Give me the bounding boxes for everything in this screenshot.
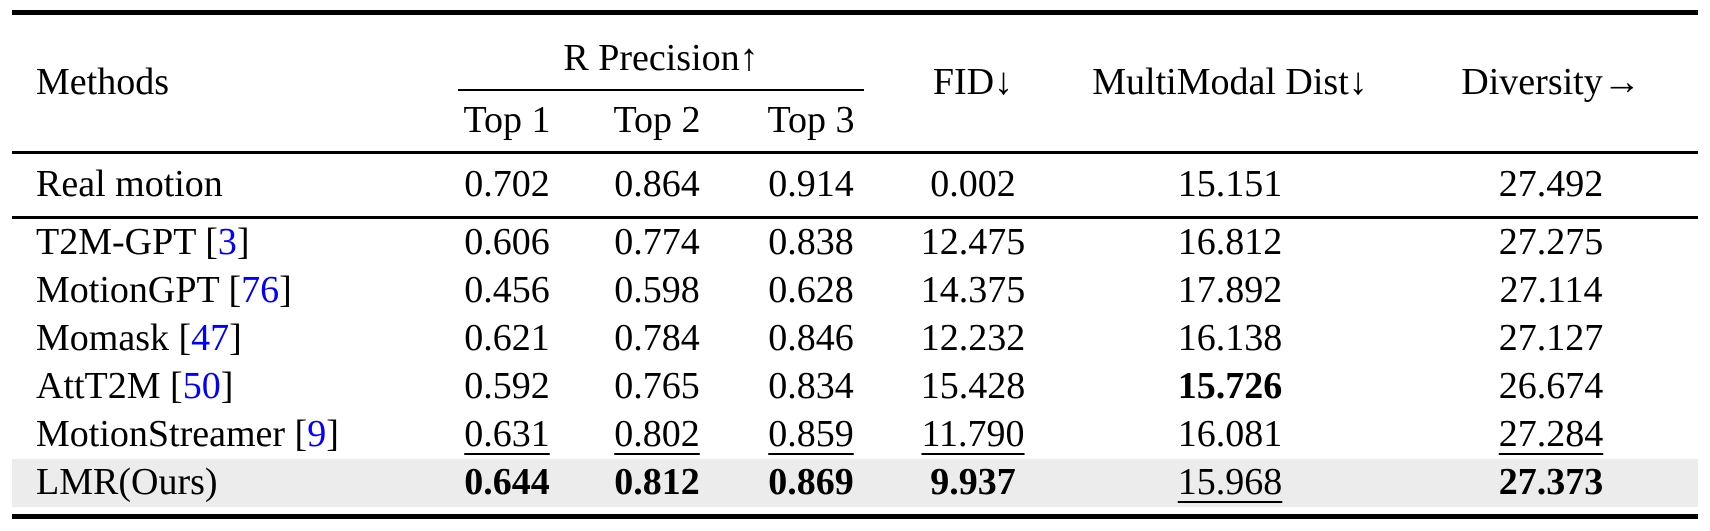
value-cell: 0.621	[464, 317, 550, 360]
header-row-2: Top 1 Top 2 Top 3	[12, 91, 1698, 154]
value-cell: 16.081	[1177, 413, 1283, 456]
value-cell: 14.375	[920, 269, 1026, 312]
value-cell: 9.937	[890, 459, 1057, 507]
row-t2m-gpt: T2M-GPT [3] 0.606 0.774 0.838 12.475 16.…	[12, 218, 1698, 268]
col-header-multimodal-dist: MultiModal Dist↓	[1056, 15, 1405, 154]
row-momask: Momask [47] 0.621 0.784 0.846 12.232 16.…	[12, 315, 1698, 363]
col-header-r-precision: R Precision↑	[432, 15, 890, 91]
value-cell: 0.834	[768, 365, 854, 408]
r-precision-label: R Precision↑	[458, 37, 865, 91]
method-label: Momask [	[36, 317, 192, 360]
value-cell: 15.726	[1177, 365, 1283, 408]
value-cell: 0.838	[768, 221, 854, 264]
value-cell: 0.802	[614, 413, 700, 456]
value-cell: 15.428	[920, 365, 1026, 408]
method-label: MotionGPT [	[36, 269, 242, 312]
value-cell: 0.774	[614, 221, 700, 264]
value-cell: 0.606	[464, 221, 550, 264]
method-cell: AttT2M [50]	[12, 363, 432, 411]
method-cell: LMR(Ours)	[12, 459, 432, 507]
value-cell: 0.914	[732, 152, 891, 219]
citation-link[interactable]: 76	[241, 269, 280, 312]
value-cell: 27.114	[1499, 269, 1603, 312]
value-cell: 27.127	[1498, 317, 1604, 360]
value-cell: 0.002	[890, 152, 1057, 219]
col-header-fid: FID↓	[890, 15, 1057, 154]
value-cell: 0.846	[768, 317, 854, 360]
col-header-diversity: Diversity→	[1404, 15, 1699, 154]
results-table: Methods R Precision↑ FID↓ MultiModal Dis…	[12, 15, 1699, 507]
value-cell: 0.598	[614, 269, 700, 312]
method-label: AttT2M [	[36, 365, 183, 408]
citation-bracket: ]	[220, 365, 234, 408]
col-header-top3: Top 3	[732, 91, 891, 154]
citation-bracket: ]	[326, 413, 339, 456]
value-cell: 17.892	[1177, 269, 1283, 312]
method-cell: MotionGPT [76]	[12, 267, 432, 315]
value-cell: 12.475	[920, 221, 1026, 264]
value-cell: 0.869	[732, 459, 891, 507]
value-cell: 0.456	[464, 269, 550, 312]
method-cell: Real motion	[12, 152, 432, 219]
method-label: T2M-GPT [	[36, 221, 218, 264]
value-cell: 12.232	[920, 317, 1026, 360]
value-cell: 0.702	[432, 152, 582, 219]
col-header-top2: Top 2	[582, 91, 732, 154]
value-cell: 15.151	[1056, 152, 1405, 219]
row-attt2m: AttT2M [50] 0.592 0.765 0.834 15.428 15.…	[12, 363, 1698, 411]
value-cell: 0.784	[614, 317, 700, 360]
value-cell: 26.674	[1498, 365, 1604, 408]
value-cell: 15.968	[1056, 459, 1405, 507]
value-cell: 16.138	[1177, 317, 1283, 360]
citation-bracket: ]	[279, 269, 292, 312]
value-cell: 11.790	[921, 413, 1025, 456]
value-cell: 16.812	[1177, 221, 1283, 264]
citation-link[interactable]: 47	[191, 317, 230, 360]
value-cell: 0.859	[768, 413, 854, 456]
method-cell: Momask [47]	[12, 315, 432, 363]
method-label: MotionStreamer [	[36, 413, 308, 456]
citation-link[interactable]: 50	[182, 365, 221, 408]
value-cell: 27.284	[1498, 413, 1604, 456]
row-real-motion: Real motion 0.702 0.864 0.914 0.002 15.1…	[12, 152, 1699, 219]
header-row-1: Methods R Precision↑ FID↓ MultiModal Dis…	[12, 15, 1699, 154]
value-cell: 27.492	[1404, 152, 1699, 219]
row-lmr-ours: LMR(Ours) 0.644 0.812 0.869 9.937 15.968…	[12, 459, 1699, 507]
method-cell: MotionStreamer [9]	[12, 411, 432, 459]
col-header-methods: Methods	[12, 15, 432, 154]
citation-link[interactable]: 9	[307, 413, 327, 456]
row-motiongpt: MotionGPT [76] 0.456 0.598 0.628 14.375 …	[12, 267, 1698, 315]
row-motionstreamer: MotionStreamer [9] 0.631 0.802 0.859 11.…	[12, 411, 1698, 459]
col-header-top1: Top 1	[432, 91, 582, 154]
value-cell: 0.644	[432, 459, 582, 507]
value-cell: 27.275	[1498, 221, 1604, 264]
citation-bracket: ]	[236, 221, 250, 264]
value-cell: 0.812	[582, 459, 732, 507]
method-label: LMR(Ours)	[36, 461, 218, 504]
value-cell: 0.628	[768, 269, 854, 312]
value-cell: 0.765	[614, 365, 700, 408]
table-top-rule	[12, 10, 1698, 15]
value-cell: 0.592	[464, 365, 550, 408]
citation-bracket: ]	[229, 317, 242, 360]
method-cell: T2M-GPT [3]	[12, 218, 432, 268]
value-cell: 0.631	[464, 413, 550, 456]
value-cell: 27.373	[1404, 459, 1699, 507]
table-bottom-rule	[12, 514, 1698, 519]
value-cell: 0.864	[582, 152, 732, 219]
citation-link[interactable]: 3	[217, 221, 237, 264]
